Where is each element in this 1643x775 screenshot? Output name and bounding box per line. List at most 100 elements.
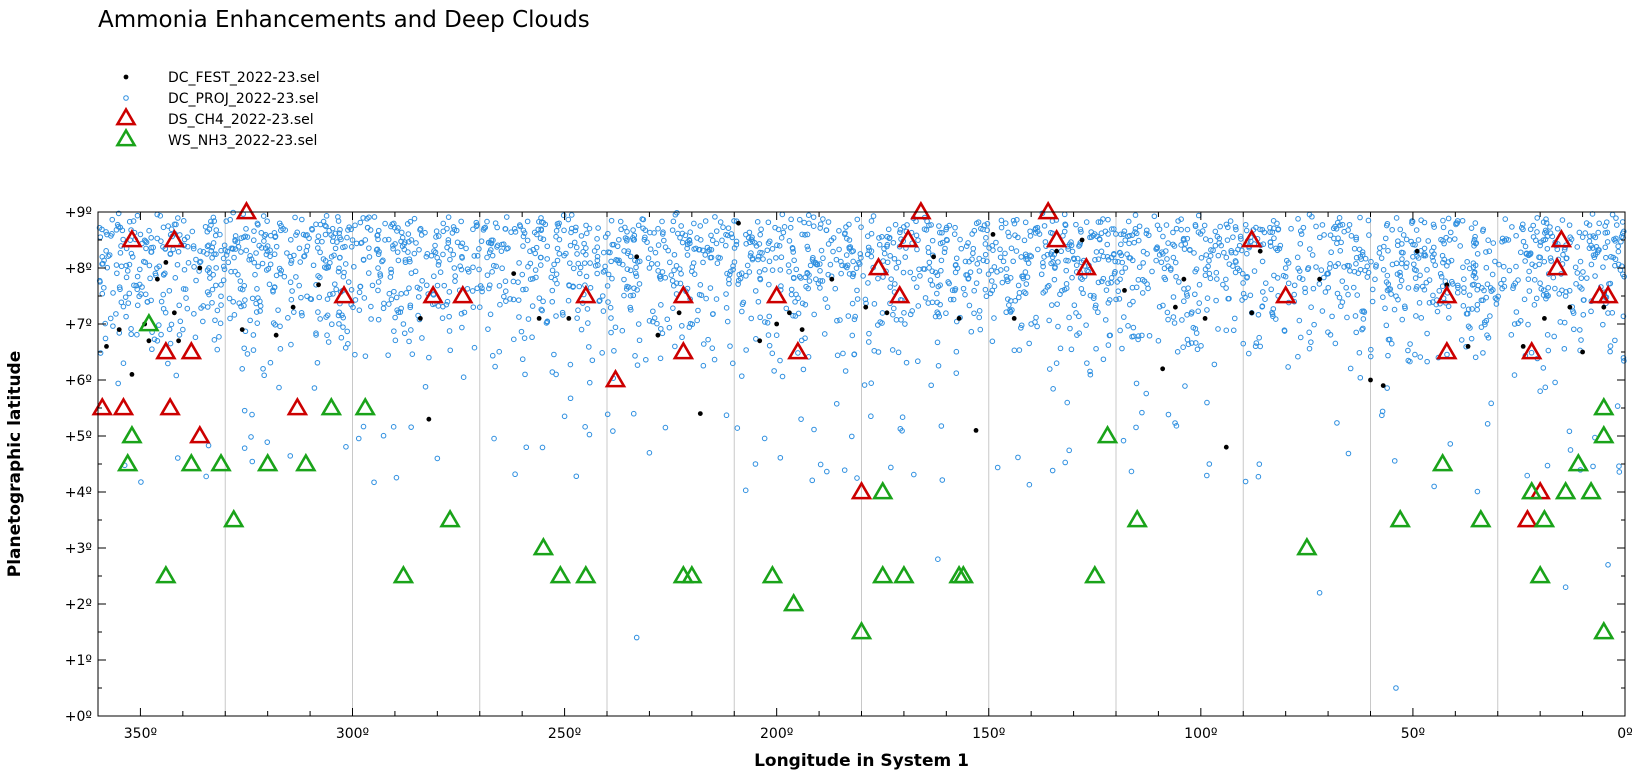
data-point-circle bbox=[633, 264, 639, 271]
data-point-circle bbox=[1129, 257, 1136, 264]
data-point-circle bbox=[232, 268, 238, 275]
data-point-circle bbox=[1609, 310, 1616, 316]
data-point-circle bbox=[939, 229, 945, 236]
data-point-circle bbox=[743, 273, 749, 279]
data-point-circle bbox=[738, 270, 745, 277]
data-point-circle bbox=[434, 455, 441, 462]
data-point-circle bbox=[115, 210, 122, 217]
data-point-circle bbox=[1576, 229, 1583, 236]
data-point-circle bbox=[156, 322, 162, 328]
data-point-circle bbox=[880, 274, 886, 280]
data-point-dot bbox=[736, 220, 741, 226]
data-point-circle bbox=[769, 267, 776, 273]
data-point-circle bbox=[445, 237, 452, 243]
data-point-triangle bbox=[112, 396, 135, 416]
data-point-circle bbox=[786, 268, 792, 275]
data-point-circle bbox=[964, 272, 971, 278]
data-point-circle bbox=[1513, 232, 1519, 239]
data-point-circle bbox=[272, 234, 278, 240]
data-point-circle bbox=[332, 245, 339, 252]
data-point-circle bbox=[981, 222, 988, 229]
data-point-dot bbox=[176, 338, 181, 344]
data-point-circle bbox=[507, 296, 513, 302]
data-point-circle bbox=[1022, 269, 1029, 275]
data-point-circle bbox=[230, 209, 236, 216]
data-point-circle bbox=[1007, 308, 1014, 315]
data-point-circle bbox=[1160, 233, 1166, 240]
data-point-circle bbox=[786, 238, 793, 244]
data-point-circle bbox=[989, 338, 996, 345]
data-point-circle bbox=[552, 276, 558, 283]
data-point-circle bbox=[670, 218, 677, 225]
data-point-circle bbox=[317, 316, 323, 322]
data-point-circle bbox=[573, 473, 580, 480]
data-point-circle bbox=[642, 227, 649, 234]
data-point-circle bbox=[1547, 224, 1553, 230]
data-point-circle bbox=[406, 256, 413, 262]
data-point-circle bbox=[1062, 459, 1069, 466]
data-point-circle bbox=[229, 245, 236, 252]
data-point-circle bbox=[1024, 274, 1031, 280]
data-point-circle bbox=[1048, 260, 1054, 267]
data-point-circle bbox=[865, 280, 871, 286]
data-point-circle bbox=[739, 301, 746, 308]
data-point-circle bbox=[212, 317, 218, 324]
data-point-circle bbox=[1471, 269, 1478, 275]
data-point-circle bbox=[729, 360, 736, 367]
data-point-circle bbox=[1474, 301, 1481, 308]
data-point-circle bbox=[1423, 279, 1430, 286]
data-point-circle bbox=[604, 283, 611, 289]
data-point-circle bbox=[1221, 249, 1227, 256]
data-point-circle bbox=[314, 238, 321, 245]
data-point-circle bbox=[325, 339, 332, 345]
data-point-triangle bbox=[867, 256, 890, 276]
data-point-circle bbox=[1534, 215, 1541, 221]
data-point-circle bbox=[409, 351, 416, 357]
data-point-circle bbox=[846, 271, 853, 277]
data-point-circle bbox=[969, 256, 975, 263]
data-point-circle bbox=[1257, 343, 1264, 350]
data-point-circle bbox=[193, 256, 199, 263]
data-point-dot bbox=[799, 327, 805, 332]
data-point-circle bbox=[710, 311, 716, 317]
data-point-circle bbox=[1073, 310, 1079, 316]
data-point-circle bbox=[297, 259, 304, 265]
data-point-circle bbox=[1208, 247, 1214, 253]
data-point-circle bbox=[537, 262, 544, 268]
data-point-circle bbox=[554, 257, 561, 264]
data-point-circle bbox=[1336, 215, 1343, 221]
data-point-circle bbox=[344, 328, 350, 335]
data-point-circle bbox=[1345, 291, 1351, 298]
data-point-circle bbox=[1544, 233, 1551, 240]
data-point-circle bbox=[1220, 281, 1226, 288]
data-point-circle bbox=[1454, 220, 1460, 226]
data-point-circle bbox=[154, 265, 160, 271]
data-point-circle bbox=[340, 324, 346, 330]
data-point-circle bbox=[1521, 296, 1528, 303]
data-point-dot bbox=[931, 254, 937, 260]
data-point-circle bbox=[1172, 259, 1179, 266]
x-axis-title: Longitude in System 1 bbox=[754, 751, 969, 771]
data-point-circle bbox=[401, 330, 408, 337]
data-point-circle bbox=[748, 250, 754, 256]
data-point-circle bbox=[1533, 295, 1540, 302]
data-point-circle bbox=[1170, 254, 1177, 261]
data-point-circle bbox=[1432, 262, 1438, 269]
data-point-circle bbox=[927, 277, 934, 284]
data-point-circle bbox=[1281, 327, 1288, 333]
data-point-circle bbox=[672, 343, 678, 350]
data-point-circle bbox=[1140, 248, 1147, 255]
data-point-circle bbox=[1566, 287, 1573, 294]
data-point-circle bbox=[1595, 247, 1601, 253]
data-point-circle bbox=[1011, 220, 1018, 227]
data-point-circle bbox=[110, 323, 116, 329]
data-point-circle bbox=[1353, 260, 1359, 267]
data-point-circle bbox=[340, 244, 346, 251]
data-point-circle bbox=[1068, 346, 1075, 353]
data-point-circle bbox=[887, 284, 893, 290]
data-point-circle bbox=[205, 442, 212, 449]
data-point-circle bbox=[464, 285, 471, 292]
data-point-circle bbox=[115, 380, 121, 387]
data-point-circle bbox=[675, 230, 681, 237]
data-point-circle bbox=[630, 227, 636, 233]
